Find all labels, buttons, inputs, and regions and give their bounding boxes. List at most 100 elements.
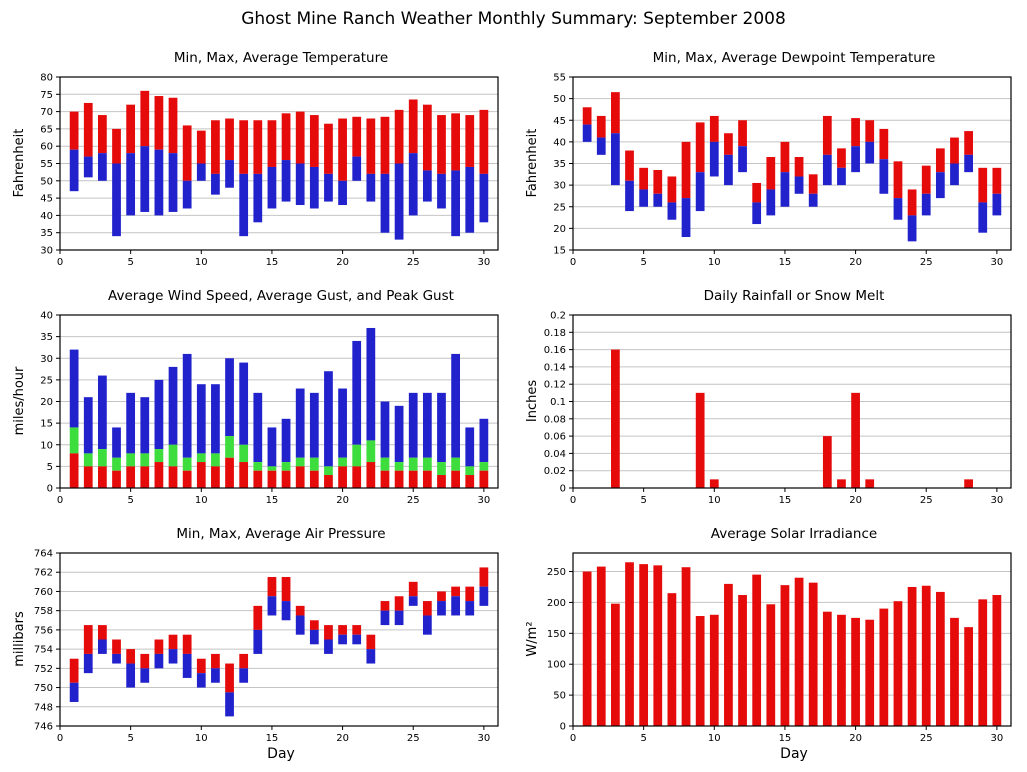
charts-grid: Min, Max, Average Temperature Fahrenheit…: [0, 38, 1027, 772]
svg-text:758: 758: [34, 606, 53, 617]
plot-wrap-solar: W/m² 0 50 100 150 200 250 0 5 10 15 20 25 30: [523, 548, 1023, 746]
svg-text:10: 10: [708, 495, 721, 506]
svg-text:20: 20: [849, 495, 862, 506]
svg-text:30: 30: [478, 257, 491, 268]
svg-text:0: 0: [57, 733, 63, 744]
svg-text:25: 25: [407, 733, 420, 744]
svg-text:5: 5: [127, 733, 133, 744]
svg-text:30: 30: [40, 246, 53, 257]
svg-text:0: 0: [47, 484, 53, 495]
svg-text:0: 0: [570, 733, 576, 744]
svg-text:100: 100: [547, 660, 566, 671]
svg-text:30: 30: [553, 181, 566, 192]
svg-text:5: 5: [640, 733, 646, 744]
chart-title-temperature: Min, Max, Average Temperature: [173, 50, 389, 66]
svg-text:10: 10: [195, 733, 208, 744]
svg-text:60: 60: [40, 142, 53, 153]
svg-text:55: 55: [553, 73, 566, 84]
svg-text:10: 10: [40, 440, 53, 451]
svg-text:10: 10: [195, 257, 208, 268]
svg-text:35: 35: [40, 228, 53, 239]
y-axis-label-dewpoint: Fahrenheit: [525, 128, 540, 198]
chart-title-rainfall: Daily Rainfall or Snow Melt: [703, 288, 885, 304]
svg-text:5: 5: [127, 257, 133, 268]
svg-text:0: 0: [570, 257, 576, 268]
svg-text:0.18: 0.18: [544, 328, 566, 339]
svg-text:20: 20: [336, 257, 349, 268]
svg-text:25: 25: [553, 202, 566, 213]
svg-text:65: 65: [40, 124, 53, 135]
plot-wrap-dewpoint: Fahrenheit 15 20 25 30 35 40 45 50 55 0 5 10 15 20 25 3…: [523, 72, 1023, 270]
svg-text:0: 0: [570, 495, 576, 506]
svg-text:15: 15: [779, 495, 792, 506]
plot-dewpoint: 15 20 25 30 35 40 45 50 55 0 5 10 15 20 25 30: [553, 73, 1012, 268]
svg-text:25: 25: [407, 257, 420, 268]
svg-text:746: 746: [34, 722, 53, 733]
svg-text:20: 20: [40, 397, 53, 408]
svg-text:50: 50: [40, 176, 53, 187]
svg-text:50: 50: [553, 94, 566, 105]
svg-text:55: 55: [40, 159, 53, 170]
svg-text:0: 0: [57, 257, 63, 268]
svg-text:0: 0: [57, 495, 63, 506]
plot-wind: 0 5 10 15 20 25 30 35 40 0 5 10 15 20 25 30: [40, 311, 499, 506]
svg-text:30: 30: [478, 495, 491, 506]
y-axis-label-wind: miles/hour: [12, 366, 27, 436]
chart-cell-wind: Average Wind Speed, Average Gust, and Pe…: [0, 276, 513, 514]
svg-text:15: 15: [40, 419, 53, 430]
svg-text:15: 15: [779, 733, 792, 744]
svg-text:760: 760: [34, 587, 53, 598]
svg-text:25: 25: [920, 733, 933, 744]
svg-text:20: 20: [336, 733, 349, 744]
y-axis-label-solar: W/m²: [525, 621, 540, 657]
x-axis-label-solar: Day: [780, 746, 808, 762]
svg-text:20: 20: [849, 733, 862, 744]
svg-text:764: 764: [34, 549, 53, 560]
svg-text:20: 20: [849, 257, 862, 268]
chart-title-wind: Average Wind Speed, Average Gust, and Pe…: [108, 288, 454, 304]
plot-wrap-temperature: Fahrenheit 30 35 40 45 50 55 60 65 70 75 80 0 5 10 15 2…: [10, 72, 510, 270]
svg-text:15: 15: [553, 246, 566, 257]
svg-text:10: 10: [708, 257, 721, 268]
plot-solar: 0 50 100 150 200 250 0 5 10 15 20 25 30: [547, 552, 1012, 744]
svg-text:10: 10: [195, 495, 208, 506]
svg-text:75: 75: [40, 90, 53, 101]
svg-text:30: 30: [991, 495, 1004, 506]
svg-text:10: 10: [708, 733, 721, 744]
plot-temperature: 30 35 40 45 50 55 60 65 70 75 80 0 5 10 15 20 25 30: [40, 73, 499, 268]
svg-text:150: 150: [547, 629, 566, 640]
plot-wrap-pressure: millibars 746 748 750 752 754 756 758 760 762 764…: [10, 548, 510, 746]
svg-text:40: 40: [40, 311, 53, 322]
chart-cell-dewpoint: Min, Max, Average Dewpoint Temperature F…: [513, 38, 1027, 276]
y-axis-label-temperature: Fahrenheit: [12, 128, 27, 198]
x-axis-label-pressure: Day: [267, 746, 295, 762]
svg-text:35: 35: [40, 332, 53, 343]
svg-text:0.08: 0.08: [544, 414, 566, 425]
svg-text:25: 25: [407, 495, 420, 506]
svg-text:5: 5: [47, 462, 53, 473]
svg-text:748: 748: [34, 702, 53, 713]
svg-text:20: 20: [336, 495, 349, 506]
svg-text:5: 5: [127, 495, 133, 506]
svg-text:15: 15: [266, 495, 279, 506]
svg-text:750: 750: [34, 683, 53, 694]
svg-text:15: 15: [266, 733, 279, 744]
svg-text:35: 35: [553, 159, 566, 170]
chart-cell-pressure: Min, Max, Average Air Pressure millibars…: [0, 514, 513, 772]
chart-title-pressure: Min, Max, Average Air Pressure: [176, 526, 386, 542]
svg-text:5: 5: [640, 257, 646, 268]
svg-text:30: 30: [40, 354, 53, 365]
svg-text:762: 762: [34, 568, 53, 579]
svg-text:0.2: 0.2: [550, 311, 566, 322]
svg-text:80: 80: [40, 73, 53, 84]
svg-text:45: 45: [553, 116, 566, 127]
plot-pressure: 746 748 750 752 754 756 758 760 762 764 0 5 10 15 20 25…: [34, 549, 499, 744]
svg-text:200: 200: [547, 598, 566, 609]
svg-text:754: 754: [34, 645, 53, 656]
chart-cell-rainfall: Daily Rainfall or Snow Melt Inches 0 0.02…: [513, 276, 1027, 514]
svg-text:40: 40: [40, 211, 53, 222]
svg-text:5: 5: [640, 495, 646, 506]
svg-text:45: 45: [40, 194, 53, 205]
svg-text:15: 15: [779, 257, 792, 268]
svg-text:0.06: 0.06: [544, 432, 566, 443]
